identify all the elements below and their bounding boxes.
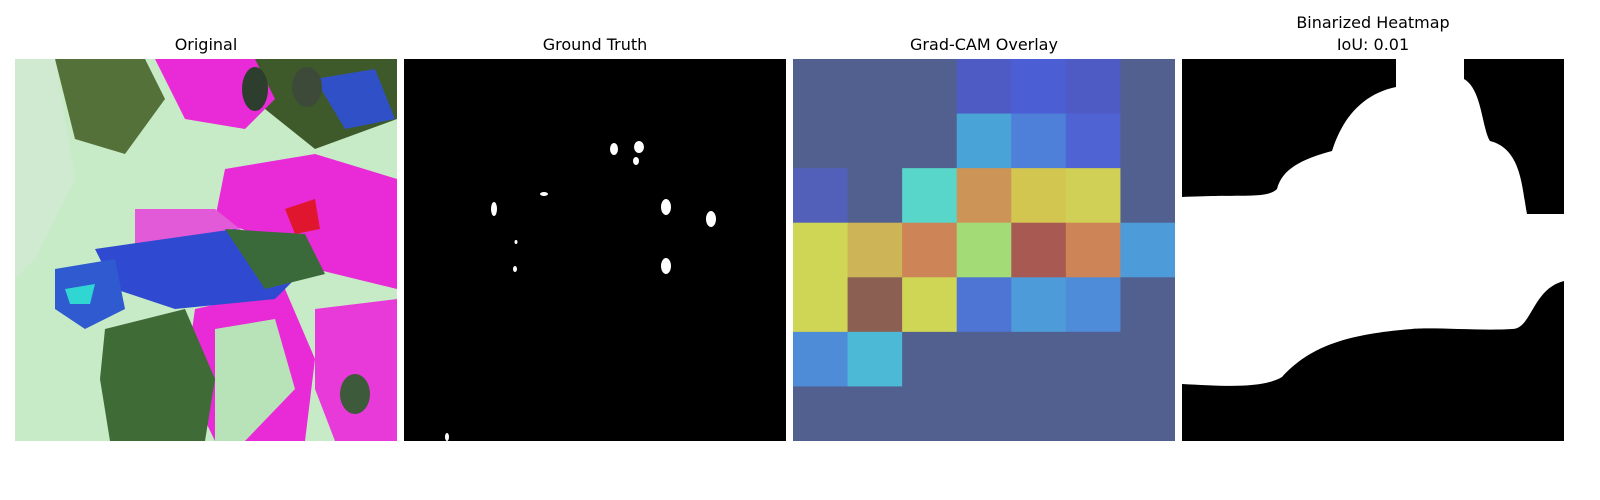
heatmap-cell [847, 386, 903, 441]
heatmap-cell [902, 222, 958, 278]
heatmap-cell [1011, 168, 1067, 224]
heatmap-cell [1120, 277, 1175, 333]
heatmap-cell [1065, 222, 1121, 278]
heatmap-cell [956, 168, 1012, 224]
heatmap-cell [902, 386, 958, 441]
heatmap-cell [902, 113, 958, 169]
heatmap-cell [956, 113, 1012, 169]
heatmap-cell [793, 386, 849, 441]
heatmap-cell [793, 331, 849, 387]
heatmap-cell [1120, 222, 1175, 278]
heatmap-cell [847, 331, 903, 387]
heatmap-cell [956, 59, 1012, 115]
heatmap-cell [1011, 113, 1067, 169]
heatmap-cell [902, 331, 958, 387]
ground-truth-title: Ground Truth [542, 35, 648, 54]
heatmap-cell [1011, 386, 1067, 441]
heatmap-cell [956, 386, 1012, 441]
heatmap-cell [793, 113, 849, 169]
binarized-heatmap-title: Binarized Heatmap [1296, 13, 1450, 32]
original-image [15, 59, 397, 441]
heatmap-cell [902, 277, 958, 333]
heatmap-cell [847, 222, 903, 278]
iou-score-label: IoU: 0.01 [1336, 35, 1410, 54]
heatmap-cell [1065, 331, 1121, 387]
ground-truth-mask [404, 59, 786, 441]
heatmap-cell [1065, 59, 1121, 115]
heatmap-cell [956, 331, 1012, 387]
heatmap-cell [847, 59, 903, 115]
heatmap-cell [1120, 168, 1175, 224]
heatmap-cell [1065, 277, 1121, 333]
gradcam-overlay-title: Grad-CAM Overlay [910, 35, 1058, 54]
heatmap-cell [1120, 386, 1175, 441]
heatmap-cell [1065, 113, 1121, 169]
heatmap-cell [793, 168, 849, 224]
heatmap-cell [847, 277, 903, 333]
heatmap-cell [1011, 59, 1067, 115]
heatmap-cell [1065, 168, 1121, 224]
heatmap-cell [956, 277, 1012, 333]
heatmap-cell [793, 222, 849, 278]
heatmap-cell [902, 168, 958, 224]
heatmap-cell [847, 168, 903, 224]
heatmap-cell [1065, 386, 1121, 441]
heatmap-cell [1120, 59, 1175, 115]
heatmap-cell [793, 59, 849, 115]
heatmap-cell [1011, 222, 1067, 278]
heatmap-cell [847, 113, 903, 169]
heatmap-cell [1120, 113, 1175, 169]
heatmap-cell [956, 222, 1012, 278]
heatmap-cell [1011, 277, 1067, 333]
gradcam-overlay [793, 59, 1175, 441]
heatmap-cell [1011, 331, 1067, 387]
heatmap-cell [1120, 331, 1175, 387]
original-title: Original [174, 35, 238, 54]
heatmap-cell [793, 277, 849, 333]
binarized-heatmap [1182, 59, 1564, 441]
heatmap-cell [902, 59, 958, 115]
